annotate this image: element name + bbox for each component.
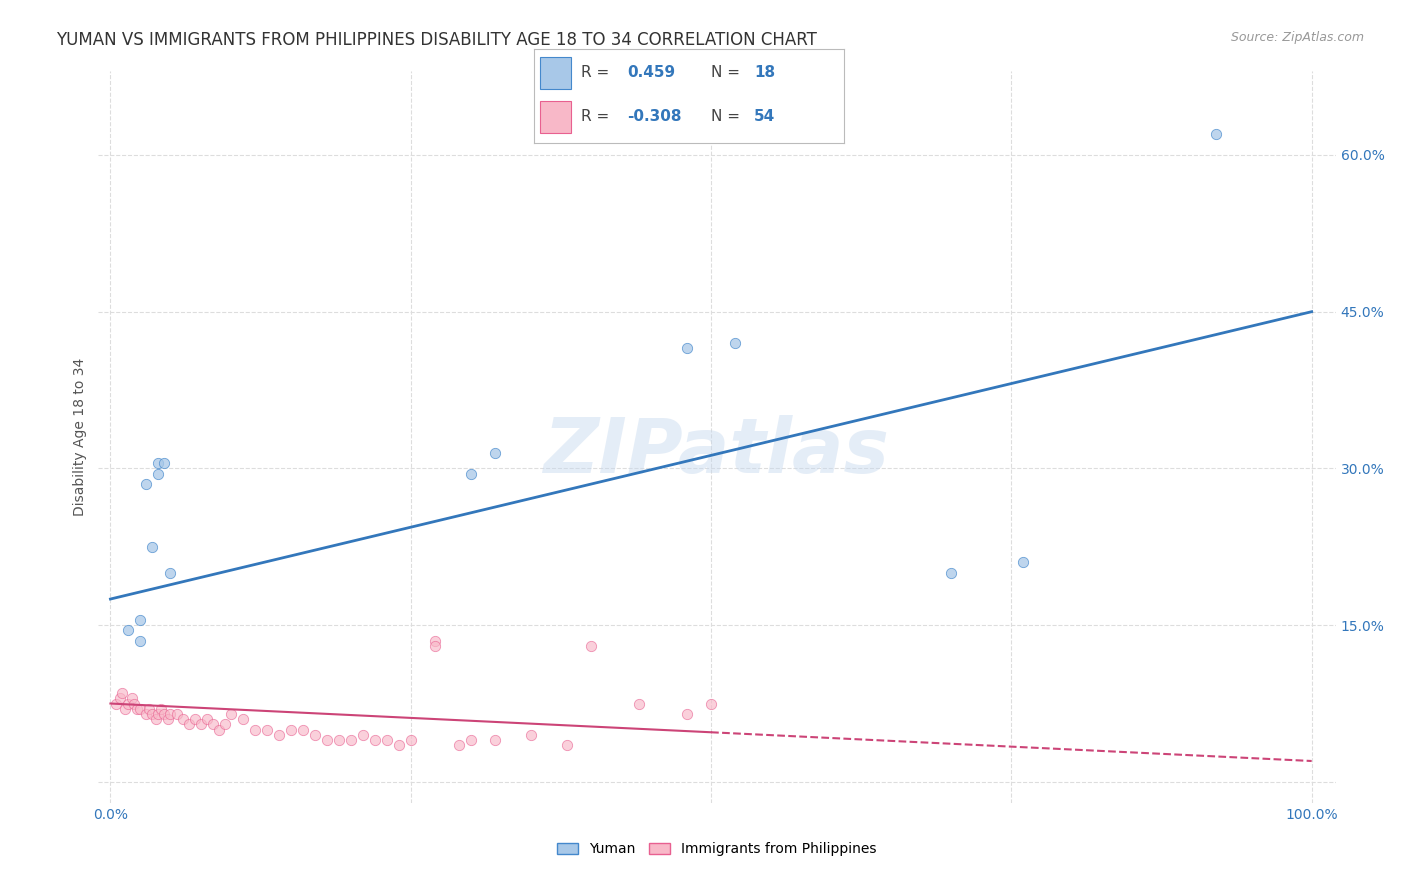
Text: R =: R = — [581, 110, 609, 125]
FancyBboxPatch shape — [540, 101, 571, 134]
Point — [941, 566, 963, 580]
Text: 54: 54 — [754, 110, 775, 125]
Point — [520, 728, 543, 742]
Point — [172, 712, 194, 726]
Point — [232, 712, 254, 726]
Point — [149, 702, 172, 716]
Point — [460, 733, 482, 747]
Point — [190, 717, 212, 731]
Point — [105, 697, 128, 711]
Point — [724, 336, 747, 351]
Point — [484, 446, 506, 460]
Text: -0.308: -0.308 — [627, 110, 682, 125]
Point — [148, 706, 170, 721]
Point — [484, 733, 506, 747]
Point — [145, 712, 167, 726]
Point — [117, 624, 139, 638]
Text: R =: R = — [581, 65, 609, 80]
Point — [627, 697, 650, 711]
Point — [676, 341, 699, 355]
Text: 0.459: 0.459 — [627, 65, 675, 80]
Point — [166, 706, 188, 721]
Point — [267, 728, 290, 742]
Point — [153, 456, 176, 470]
Point — [148, 456, 170, 470]
Point — [159, 706, 181, 721]
Point — [460, 467, 482, 481]
Point — [129, 633, 152, 648]
Text: N =: N = — [710, 110, 740, 125]
Point — [177, 717, 200, 731]
Point — [555, 739, 578, 753]
Text: ZIPatlas: ZIPatlas — [544, 415, 890, 489]
Point — [153, 706, 176, 721]
Point — [447, 739, 470, 753]
Point — [1205, 127, 1227, 141]
Point — [148, 467, 170, 481]
Point — [423, 633, 446, 648]
Point — [117, 697, 139, 711]
Point — [195, 712, 218, 726]
Point — [129, 613, 152, 627]
Point — [114, 702, 136, 716]
Point — [159, 566, 181, 580]
Point — [201, 717, 224, 731]
Point — [141, 540, 163, 554]
Text: 18: 18 — [754, 65, 775, 80]
Point — [352, 728, 374, 742]
Point — [243, 723, 266, 737]
Point — [183, 712, 205, 726]
Point — [111, 686, 134, 700]
Point — [129, 702, 152, 716]
Point — [423, 639, 446, 653]
Point — [124, 697, 146, 711]
Point — [700, 697, 723, 711]
Point — [388, 739, 411, 753]
Point — [214, 717, 236, 731]
Point — [121, 691, 143, 706]
Point — [304, 728, 326, 742]
Point — [315, 733, 337, 747]
Text: YUMAN VS IMMIGRANTS FROM PHILIPPINES DISABILITY AGE 18 TO 34 CORRELATION CHART: YUMAN VS IMMIGRANTS FROM PHILIPPINES DIS… — [56, 31, 817, 49]
Point — [1012, 556, 1035, 570]
Point — [375, 733, 398, 747]
Point — [157, 712, 180, 726]
Point — [291, 723, 314, 737]
FancyBboxPatch shape — [540, 56, 571, 89]
Point — [280, 723, 302, 737]
Point — [135, 477, 157, 491]
Point — [219, 706, 242, 721]
Point — [256, 723, 278, 737]
Point — [339, 733, 361, 747]
Text: N =: N = — [710, 65, 740, 80]
Point — [141, 706, 163, 721]
Legend: Yuman, Immigrants from Philippines: Yuman, Immigrants from Philippines — [551, 837, 883, 862]
Point — [676, 706, 699, 721]
Point — [579, 639, 602, 653]
Point — [207, 723, 229, 737]
Point — [135, 706, 157, 721]
Text: Source: ZipAtlas.com: Source: ZipAtlas.com — [1230, 31, 1364, 45]
Y-axis label: Disability Age 18 to 34: Disability Age 18 to 34 — [73, 358, 87, 516]
Point — [328, 733, 350, 747]
Point — [364, 733, 387, 747]
Point — [108, 691, 131, 706]
Point — [138, 702, 160, 716]
Point — [399, 733, 422, 747]
Point — [125, 702, 148, 716]
